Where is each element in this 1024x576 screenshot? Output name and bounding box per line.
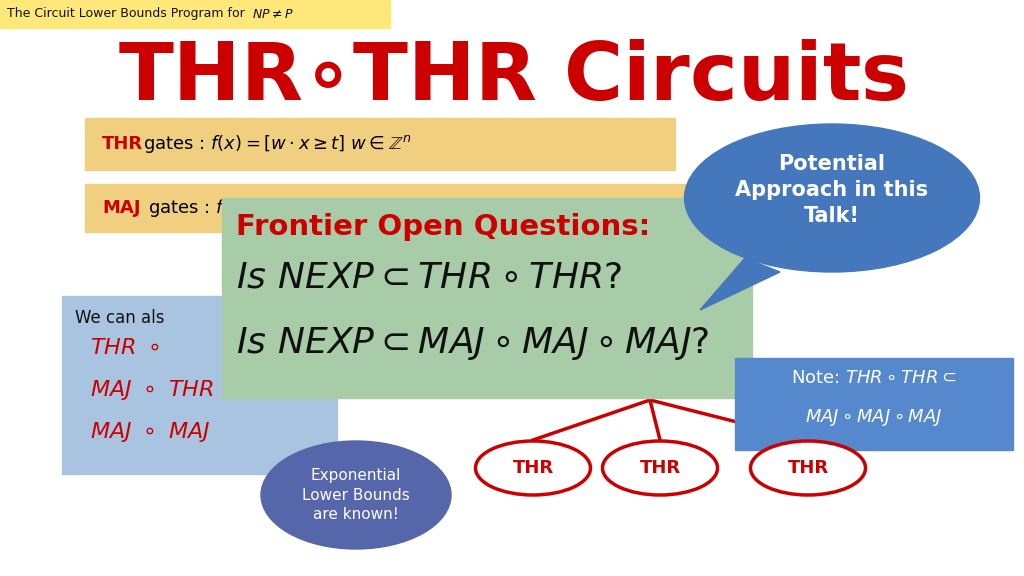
Text: Frontier Open Questions:: Frontier Open Questions: <box>236 213 650 241</box>
Text: MAJ: MAJ <box>102 199 140 217</box>
Text: The Circuit Lower Bounds Program for: The Circuit Lower Bounds Program for <box>7 7 249 21</box>
Text: THR: THR <box>639 459 681 477</box>
Text: Note: $\it{THR \circ THR \subset}$: Note: $\it{THR \circ THR \subset}$ <box>792 369 956 387</box>
Bar <box>222 198 752 398</box>
Text: THR: THR <box>512 459 554 477</box>
Text: $\it{MAJ\ \circ\ THR}$: $\it{MAJ\ \circ\ THR}$ <box>90 378 214 402</box>
Bar <box>62 296 337 474</box>
Text: Potential
Approach in this
Talk!: Potential Approach in this Talk! <box>735 154 929 226</box>
Bar <box>735 358 1013 450</box>
Polygon shape <box>700 258 780 310</box>
Text: $NP \neq P$: $NP \neq P$ <box>252 7 294 21</box>
Text: Exponential
Lower Bounds
are known!: Exponential Lower Bounds are known! <box>302 468 410 522</box>
Text: gates : $f(x) = [w \cdot x \geq 0.5]$: gates : $f(x) = [w \cdot x \geq 0.5]$ <box>148 197 372 219</box>
Ellipse shape <box>684 124 980 272</box>
Text: $\it{MAJ\ \circ\ MAJ}$: $\it{MAJ\ \circ\ MAJ}$ <box>90 420 210 444</box>
Bar <box>85 118 675 170</box>
Text: gates : $f(x) = [w \cdot x \geq t]\ w \in \mathbb{Z}^n$: gates : $f(x) = [w \cdot x \geq t]\ w \i… <box>143 133 412 155</box>
Ellipse shape <box>602 441 718 495</box>
Text: THR: THR <box>102 135 143 153</box>
Ellipse shape <box>751 441 865 495</box>
Text: We can als: We can als <box>75 309 165 327</box>
Text: THR: THR <box>787 459 828 477</box>
Text: $\it{MAJ \circ MAJ \circ MAJ}$: $\it{MAJ \circ MAJ \circ MAJ}$ <box>805 407 943 429</box>
Bar <box>85 184 955 232</box>
Text: $\it{Is\ NEXP \subset MAJ \circ MAJ \circ MAJ?}$: $\it{Is\ NEXP \subset MAJ \circ MAJ \cir… <box>236 324 710 362</box>
Text: $\it{Is\ NEXP \subset THR \circ THR?}$: $\it{Is\ NEXP \subset THR \circ THR?}$ <box>236 261 622 295</box>
Bar <box>0 0 390 28</box>
Ellipse shape <box>475 441 591 495</box>
Text: $\it{THR\ \circ}$: $\it{THR\ \circ}$ <box>90 338 160 358</box>
Ellipse shape <box>261 441 451 549</box>
Text: $\bf{THR{\circ}THR\ Circuits}$: $\bf{THR{\circ}THR\ Circuits}$ <box>118 39 906 117</box>
